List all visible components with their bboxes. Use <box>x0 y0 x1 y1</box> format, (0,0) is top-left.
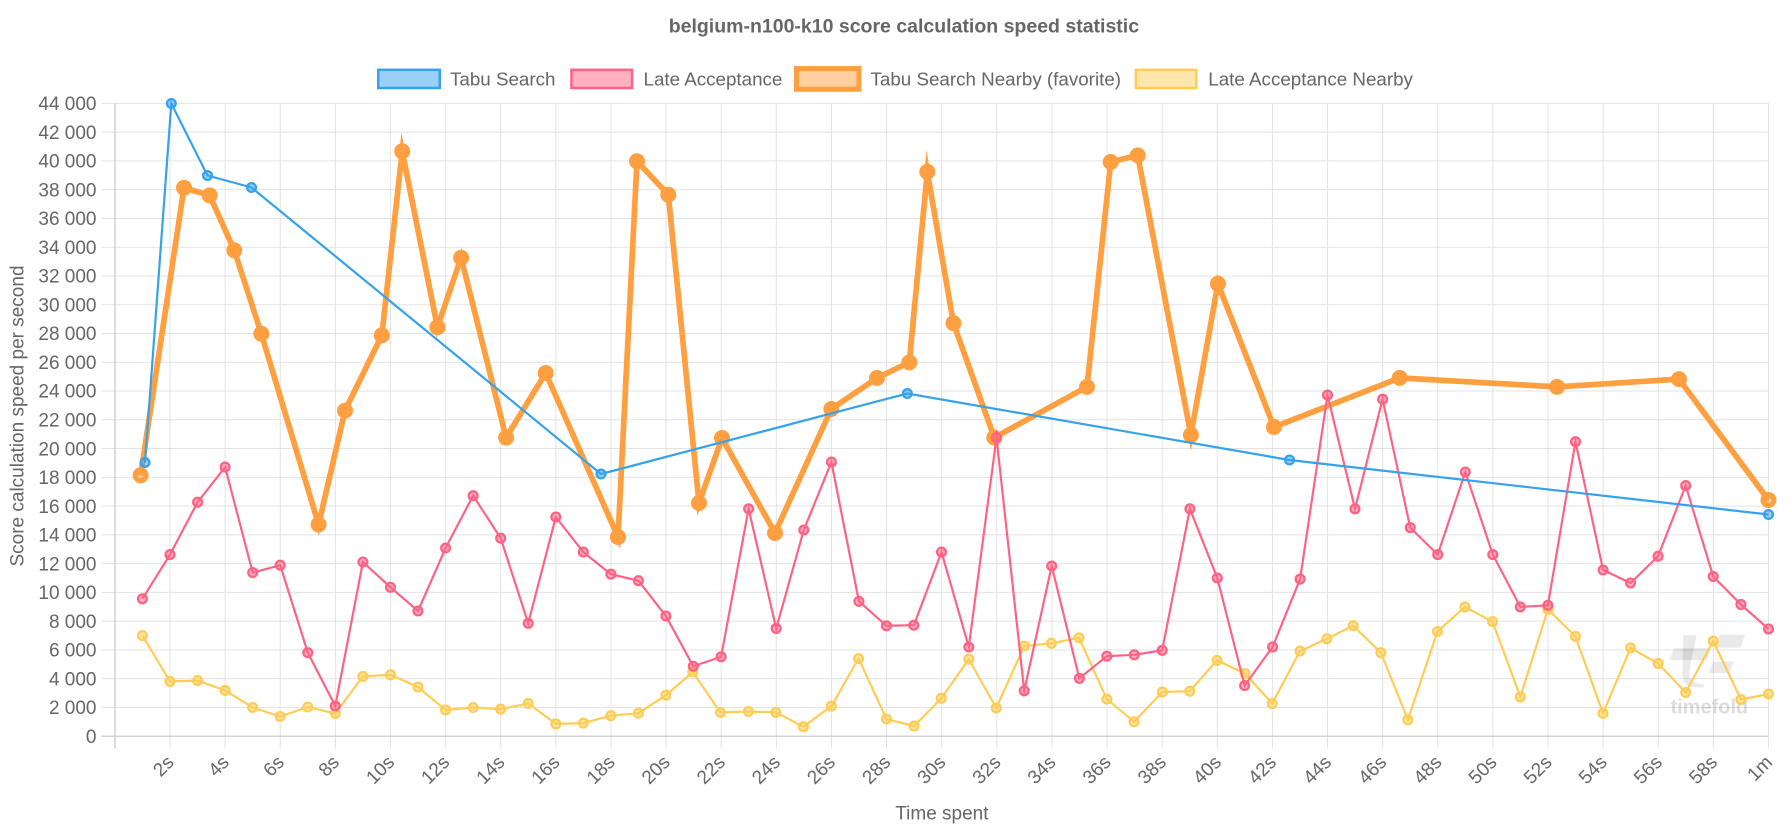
svg-text:28 000: 28 000 <box>38 324 96 345</box>
svg-text:Late Acceptance Nearby: Late Acceptance Nearby <box>1208 69 1413 90</box>
svg-text:Late Acceptance: Late Acceptance <box>644 69 783 90</box>
svg-text:2 000: 2 000 <box>49 698 97 719</box>
svg-text:22 000: 22 000 <box>38 411 96 432</box>
svg-text:36 000: 36 000 <box>38 209 96 230</box>
svg-text:belgium-n100-k10 score calcula: belgium-n100-k10 score calculation speed… <box>669 15 1139 37</box>
svg-text:Tabu Search: Tabu Search <box>450 69 555 90</box>
svg-text:26 000: 26 000 <box>38 353 96 374</box>
svg-text:30 000: 30 000 <box>38 295 96 316</box>
svg-text:Tabu Search Nearby (favorite): Tabu Search Nearby (favorite) <box>871 69 1122 90</box>
svg-text:12 000: 12 000 <box>38 554 96 575</box>
svg-text:Time spent: Time spent <box>895 804 989 825</box>
svg-text:44 000: 44 000 <box>38 94 96 115</box>
svg-text:40 000: 40 000 <box>38 152 96 173</box>
svg-text:42 000: 42 000 <box>38 123 96 144</box>
svg-text:14 000: 14 000 <box>38 526 96 547</box>
svg-text:timefold: timefold <box>1671 697 1749 719</box>
svg-text:20 000: 20 000 <box>38 439 96 460</box>
svg-text:6 000: 6 000 <box>49 641 97 662</box>
svg-text:32 000: 32 000 <box>38 267 96 288</box>
svg-text:Score calculation speed per se: Score calculation speed per second <box>8 265 29 566</box>
svg-text:8 000: 8 000 <box>49 612 97 633</box>
svg-text:10 000: 10 000 <box>38 583 96 604</box>
svg-text:24 000: 24 000 <box>38 382 96 403</box>
svg-text:18 000: 18 000 <box>38 468 96 489</box>
svg-text:0: 0 <box>86 727 97 748</box>
svg-text:34 000: 34 000 <box>38 238 96 259</box>
svg-text:16 000: 16 000 <box>38 497 96 518</box>
svg-text:4 000: 4 000 <box>49 669 97 690</box>
svg-text:38 000: 38 000 <box>38 180 96 201</box>
